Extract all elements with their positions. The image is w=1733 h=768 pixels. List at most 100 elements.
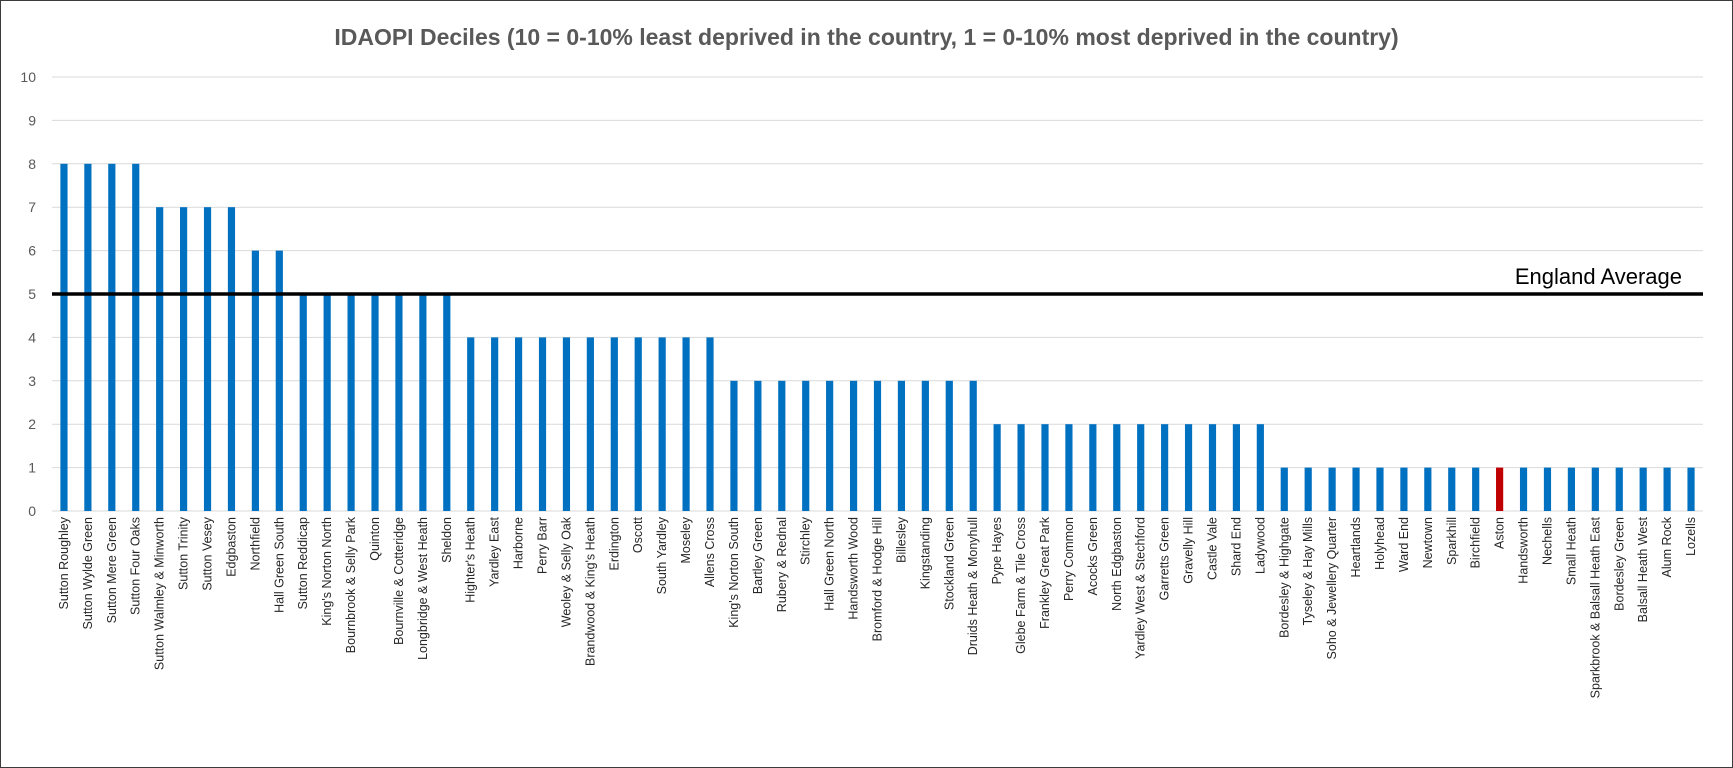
y-tick-label: 3	[28, 373, 36, 389]
x-category-label: Stockland Green	[942, 517, 956, 610]
bar	[634, 337, 642, 511]
bar	[778, 380, 786, 511]
x-category-label: Sutton Walmley & Minworth	[153, 517, 167, 670]
bar	[1376, 467, 1384, 511]
bar	[1496, 467, 1504, 511]
bar	[275, 250, 283, 511]
x-category-label: Lozells	[1684, 517, 1698, 556]
x-category-label: Bordesley Green	[1612, 517, 1626, 611]
x-category-label: Harborne	[512, 517, 526, 569]
y-tick-label: 9	[28, 112, 36, 128]
x-category-label: South Yardley	[655, 516, 669, 594]
bar	[1089, 424, 1097, 511]
x-category-label: King's Norton South	[727, 517, 741, 628]
bar	[323, 294, 331, 511]
england-average-label: England Average	[1515, 264, 1682, 289]
bar	[730, 380, 738, 511]
bar	[993, 424, 1001, 511]
bar	[538, 337, 547, 511]
x-category-label: Erdington	[607, 517, 621, 571]
y-tick-label: 2	[28, 416, 36, 432]
x-category-label: Heartlands	[1349, 517, 1363, 577]
bar	[1424, 467, 1432, 511]
x-category-label: Longbridge & West Heath	[416, 517, 430, 660]
y-tick-label: 8	[28, 156, 36, 172]
bar	[60, 163, 68, 512]
x-category-label: Small Heath	[1564, 517, 1578, 585]
bar	[1591, 467, 1599, 511]
y-tick-label: 10	[20, 69, 36, 85]
x-category-label: Frankley Great Park	[1038, 516, 1052, 629]
bar	[156, 207, 164, 511]
bar	[108, 163, 116, 512]
y-tick-label: 6	[28, 243, 36, 259]
x-category-label: Sutton Roughley	[57, 516, 71, 609]
x-category-label: Druids Heath & Monyhull	[966, 517, 980, 655]
x-category-label: Balsall Heath West	[1636, 516, 1650, 622]
x-category-label: Bordesley & Highgate	[1277, 517, 1291, 638]
bar	[1352, 467, 1360, 511]
reference-line-group: England Average	[52, 264, 1703, 296]
bar	[1280, 467, 1288, 511]
x-category-label: Sutton Trinity	[177, 516, 191, 590]
bar	[1184, 424, 1193, 511]
bar	[371, 294, 379, 511]
bar	[897, 380, 906, 511]
bar	[227, 207, 236, 511]
bar	[586, 337, 594, 511]
bar	[945, 380, 953, 511]
x-category-label: Shard End	[1229, 517, 1243, 576]
x-category-label: Yardley West & Stechford	[1134, 517, 1148, 659]
x-category-label: Handsworth Wood	[847, 517, 861, 620]
x-category-label: Kingstanding	[918, 517, 932, 589]
bar	[1519, 467, 1528, 511]
bar	[1687, 467, 1695, 511]
bar	[1400, 467, 1408, 511]
x-category-label: Weoley & Selly Oak	[559, 516, 573, 627]
x-category-label: Holyhead	[1373, 517, 1387, 570]
x-category-label: Quinton	[368, 517, 382, 561]
bar	[1328, 467, 1336, 511]
bar	[84, 163, 92, 512]
bar	[251, 250, 259, 511]
x-category-label: Sheldon	[440, 517, 454, 563]
x-category-label: Pype Hayes	[990, 517, 1004, 584]
bar	[658, 337, 666, 511]
x-category-label: Bromford & Hodge Hill	[871, 517, 885, 641]
y-tick-label: 7	[28, 199, 36, 215]
y-tick-label: 5	[28, 286, 36, 302]
bar	[921, 380, 929, 511]
x-category-label: Highter's Heath	[464, 517, 478, 603]
x-category-label: Yardley East	[488, 516, 502, 586]
x-category-label: Stirchley	[799, 516, 813, 565]
bar	[1304, 467, 1312, 511]
bar	[347, 294, 355, 511]
x-category-label: Perry Barr	[536, 517, 550, 574]
bar	[1543, 467, 1552, 511]
x-category-label: Oscott	[631, 516, 645, 553]
bar	[180, 207, 188, 511]
x-category-label: Sparkhill	[1445, 517, 1459, 565]
y-tick-label: 1	[28, 460, 36, 476]
bar	[610, 337, 618, 511]
y-tick-label: 0	[28, 503, 36, 519]
x-category-label: Aston	[1493, 517, 1507, 549]
bar	[1663, 467, 1671, 511]
x-category-label: Allens Cross	[703, 517, 717, 587]
bar	[562, 337, 571, 511]
x-category-label: North Edgbaston	[1110, 517, 1124, 611]
bar	[299, 294, 307, 511]
bar	[706, 337, 714, 511]
bar	[1615, 467, 1623, 511]
x-category-label: Bournbrook & Selly Park	[344, 516, 358, 653]
x-category-label: Nechells	[1540, 517, 1554, 565]
bar	[969, 380, 977, 511]
bar	[1065, 424, 1073, 511]
bar	[132, 163, 140, 512]
x-category-label: Sutton Reddicap	[296, 517, 310, 609]
bars	[60, 163, 1695, 512]
x-category-label: Tyseley & Hay Mills	[1301, 517, 1315, 625]
x-category-label: Brandwood & King's Heath	[583, 517, 597, 666]
bar	[419, 294, 427, 511]
